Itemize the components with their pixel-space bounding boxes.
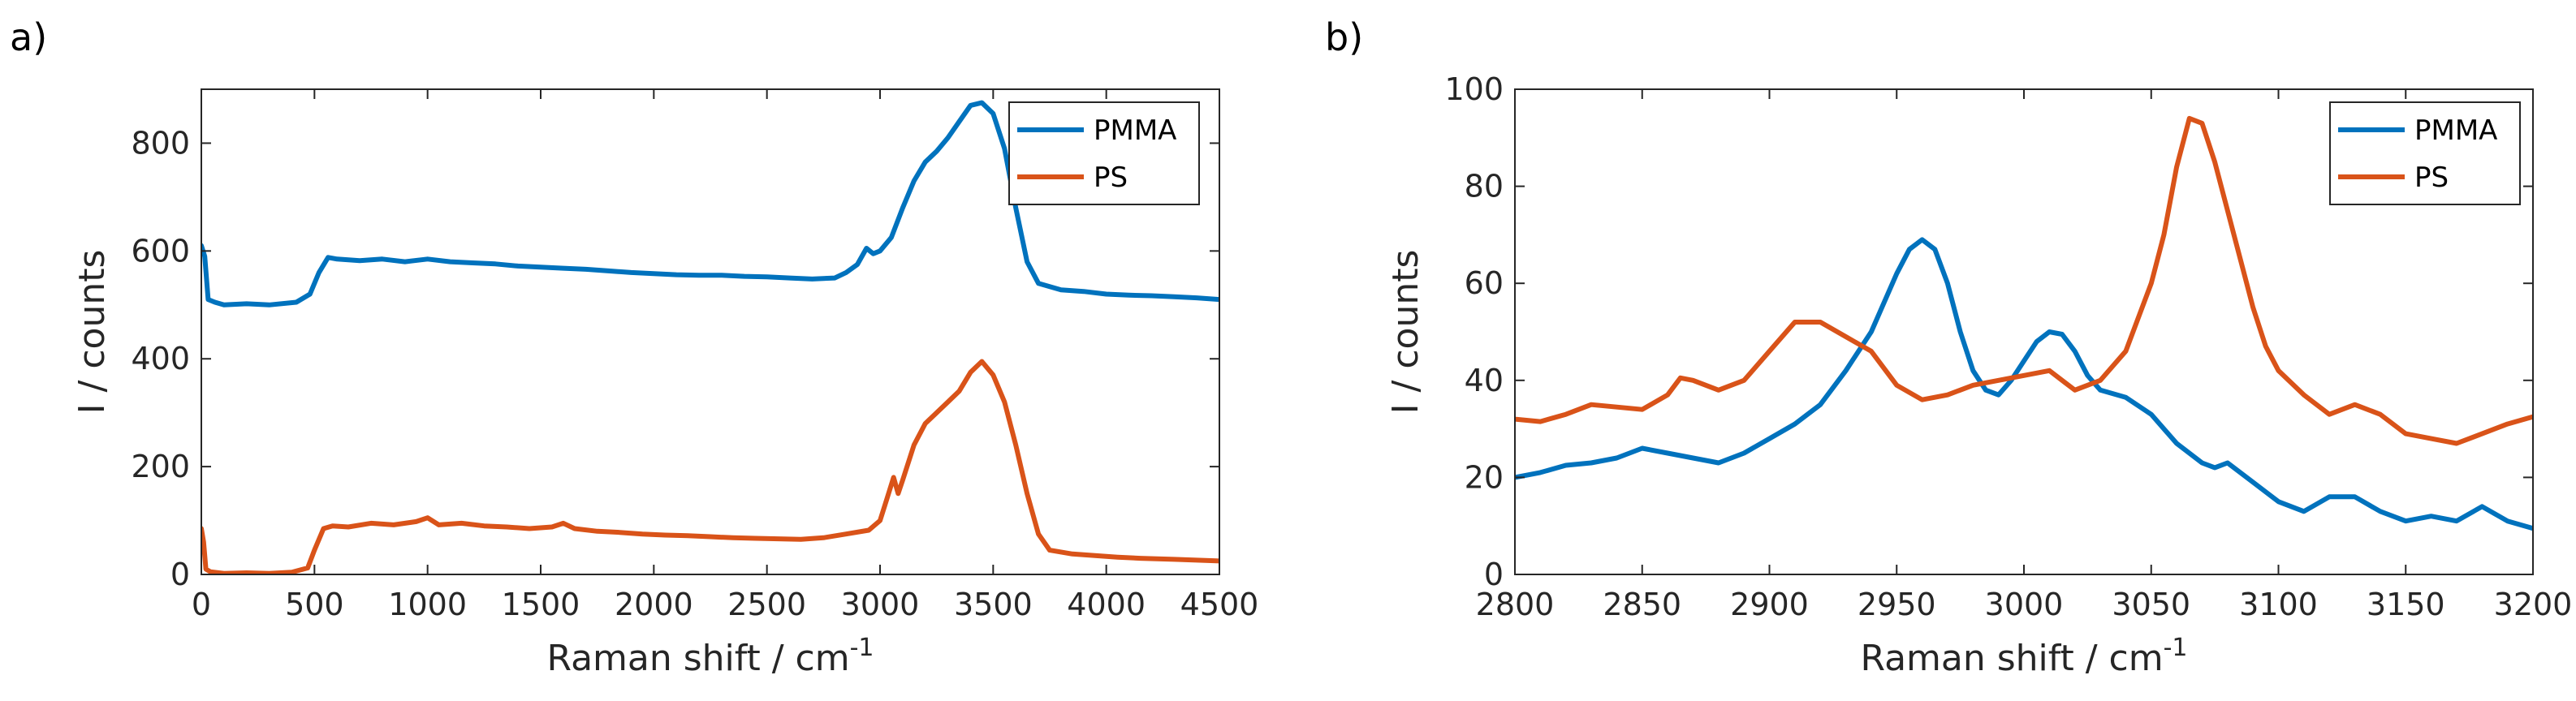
y-tick-label: 100: [1444, 71, 1504, 107]
chart-panel-b: b) 2800 2850 2900 2950 3000 3050 3100 3150 3200 0 2…: [1325, 15, 2572, 679]
series-line-pmma: [201, 100, 1219, 307]
legend-label-ps: PS: [2414, 161, 2449, 194]
y-tick-label: 800: [131, 125, 190, 161]
y-tick-label: 200: [131, 449, 190, 484]
panel-label-b: b): [1325, 15, 1363, 59]
x-tick-label: 3150: [2367, 587, 2445, 622]
series-group: [1515, 115, 2533, 531]
x-tick-label: 2900: [1730, 587, 1809, 622]
x-tick-label: 1500: [502, 587, 580, 622]
legend-box: [2329, 101, 2521, 205]
y-tick-label: 600: [131, 233, 190, 269]
x-axis-label: Raman shift / cm-1: [1860, 634, 2187, 679]
x-tick-label: 1000: [388, 587, 467, 622]
x-tick-label: 2500: [727, 587, 806, 622]
x-tick-label: 3000: [1985, 587, 2064, 622]
x-tick-label: 2800: [1476, 587, 1555, 622]
legend-label-pmma: PMMA: [2414, 114, 2497, 147]
y-axis-label: I / counts: [1385, 250, 1426, 415]
x-tick-label: 2850: [1603, 587, 1681, 622]
y-tick-label: 80: [1465, 169, 1504, 204]
y-tick-label: 20: [1465, 459, 1504, 495]
series-line-ps: [201, 359, 1219, 574]
legend-label-pmma: PMMA: [1094, 114, 1176, 147]
x-axis-label: Raman shift / cm-1: [546, 634, 874, 679]
y-tick-label: 400: [131, 341, 190, 376]
x-tick-label: 500: [285, 587, 344, 622]
chart-panel-a: a) 0 500 1000 1500 2000 2500 3000 3500 4000 4500 0 2…: [10, 15, 1258, 679]
x-tick-label: 4000: [1067, 587, 1146, 622]
x-tick-label: 3050: [2112, 587, 2190, 622]
plot-area: [201, 88, 1220, 575]
panel-label-a: a): [10, 15, 47, 59]
x-tick-label: 3200: [2494, 587, 2573, 622]
y-axis-label: I / counts: [71, 250, 113, 415]
legend-box: [1008, 101, 1200, 205]
x-tick-label: 0: [192, 587, 211, 622]
series-group: [201, 100, 1219, 574]
series-line-pmma: [1515, 237, 2533, 531]
y-tick-label: 0: [1484, 557, 1504, 592]
x-tick-label: 3500: [954, 587, 1033, 622]
legend-label-ps: PS: [1094, 161, 1128, 194]
series-line-ps: [1515, 115, 2533, 446]
x-tick-label: 4500: [1180, 587, 1259, 622]
x-tick-label: 3100: [2239, 587, 2318, 622]
legend: PMMA PS: [2329, 101, 2521, 205]
y-tick-label: 40: [1465, 363, 1504, 398]
legend: PMMA PS: [1008, 101, 1200, 205]
x-tick-label: 3000: [841, 587, 920, 622]
x-tick-label: 2950: [1858, 587, 1936, 622]
y-tick-label: 60: [1465, 265, 1504, 301]
y-tick-label: 0: [170, 557, 190, 592]
x-tick-label: 2000: [615, 587, 693, 622]
